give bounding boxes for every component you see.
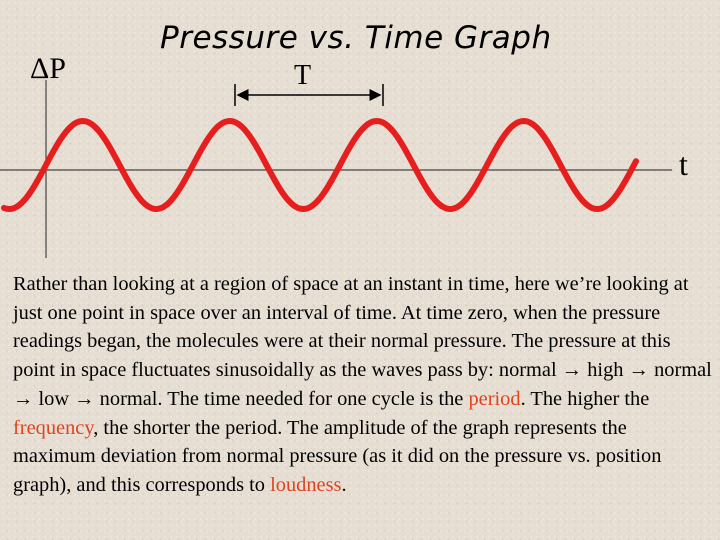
state-high: high (582, 359, 629, 382)
state-low: low (33, 387, 75, 410)
description-part-3: , the shorter the period. The amplitude … (13, 416, 662, 496)
arrow-3: → (13, 387, 34, 410)
period-label: T (294, 60, 312, 91)
term-loudness: loudness (270, 473, 342, 496)
pressure-wave (1, 118, 639, 212)
term-frequency: frequency (13, 416, 94, 439)
term-period: period (468, 387, 521, 410)
state-normal: normal (648, 359, 712, 382)
y-axis-label: ΔP (30, 52, 66, 85)
arrow-1: → (561, 359, 583, 382)
description-paragraph: Rather than looking at a region of space… (13, 270, 713, 500)
state-normal-end: normal. The time needed for one cycle is… (94, 387, 469, 410)
pressure-time-graph (0, 80, 672, 258)
description-part-4: . (341, 473, 347, 496)
graph-title: Pressure vs. Time Graph (160, 20, 552, 56)
arrow-4: → (74, 387, 95, 410)
x-axis-label: t (679, 146, 688, 182)
description-part-1: Rather than looking at a region of space… (13, 273, 689, 382)
description-part-2: . The higher the (520, 387, 650, 410)
arrow-2: → (628, 359, 649, 382)
